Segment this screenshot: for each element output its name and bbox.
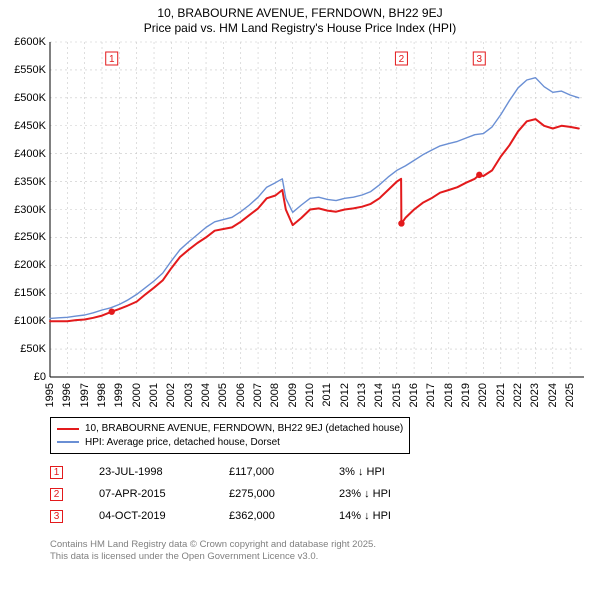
x-tick-label: 2010 [304,383,316,407]
marker-dot-3 [476,172,482,178]
x-tick-label: 2023 [529,383,541,407]
x-tick-label: 2021 [495,383,507,407]
x-tick-label: 2019 [460,383,472,407]
x-tick-label: 2005 [217,383,229,407]
footer-attribution: Contains HM Land Registry data © Crown c… [50,539,376,563]
x-tick-label: 2015 [391,383,403,407]
x-tick-label: 2012 [339,383,351,407]
legend-item: HPI: Average price, detached house, Dors… [57,436,403,450]
x-tick-label: 2013 [356,383,368,407]
marker-table-delta: 14% ↓ HPI [339,510,459,522]
marker-table-row: 3 04-OCT-2019£362,00014% ↓ HPI [50,505,459,527]
x-tick-label: 2018 [443,383,455,407]
y-tick-label: £600K [0,36,46,48]
y-tick-label: £500K [0,92,46,104]
marker-table-row: 1 23-JUL-1998£117,0003% ↓ HPI [50,461,459,483]
marker-badge-label-1: 1 [109,54,115,65]
x-tick-label: 1999 [113,383,125,407]
x-tick-label: 2008 [269,383,281,407]
x-tick-label: 2003 [183,383,195,407]
x-tick-label: 1997 [79,383,91,407]
x-tick-label: 2014 [373,383,385,407]
footer-line1: Contains HM Land Registry data © Crown c… [50,539,376,551]
y-tick-label: £400K [0,148,46,160]
x-tick-label: 2011 [321,383,333,407]
series-price_paid [50,119,579,321]
marker-table-price: £117,000 [229,466,339,478]
marker-table-badge: 3 [50,510,63,523]
marker-dot-2 [398,220,404,226]
marker-dot-1 [109,308,115,314]
legend-label: 10, BRABOURNE AVENUE, FERNDOWN, BH22 9EJ… [85,422,403,436]
marker-table-date: 04-OCT-2019 [99,510,229,522]
x-tick-label: 2000 [131,383,143,407]
legend-item: 10, BRABOURNE AVENUE, FERNDOWN, BH22 9EJ… [57,422,403,436]
marker-table-price: £362,000 [229,510,339,522]
legend-label: HPI: Average price, detached house, Dors… [85,436,280,450]
y-tick-label: £300K [0,204,46,216]
x-tick-label: 2025 [564,383,576,407]
x-tick-label: 2001 [148,383,160,407]
marker-table: 1 23-JUL-1998£117,0003% ↓ HPI 2 07-APR-2015… [50,461,459,527]
y-tick-label: £550K [0,64,46,76]
y-tick-label: £350K [0,176,46,188]
y-tick-label: £200K [0,259,46,271]
x-tick-label: 2002 [165,383,177,407]
marker-table-badge: 1 [50,466,63,479]
y-tick-label: £250K [0,231,46,243]
y-tick-label: £100K [0,315,46,327]
marker-table-badge: 2 [50,488,63,501]
marker-table-delta: 3% ↓ HPI [339,466,459,478]
marker-badge-label-2: 2 [399,54,405,65]
series-hpi [50,78,579,319]
x-tick-label: 2004 [200,383,212,407]
x-tick-label: 1996 [61,383,73,407]
marker-table-date: 23-JUL-1998 [99,466,229,478]
marker-table-price: £275,000 [229,488,339,500]
legend: 10, BRABOURNE AVENUE, FERNDOWN, BH22 9EJ… [50,417,410,454]
legend-swatch [57,428,79,430]
footer-line2: This data is licensed under the Open Gov… [50,551,376,563]
x-tick-label: 2009 [287,383,299,407]
x-tick-label: 2007 [252,383,264,407]
y-tick-label: £50K [0,343,46,355]
marker-badge-label-3: 3 [476,54,482,65]
x-tick-label: 1995 [44,383,56,407]
marker-table-row: 2 07-APR-2015£275,00023% ↓ HPI [50,483,459,505]
x-tick-label: 1998 [96,383,108,407]
marker-table-delta: 23% ↓ HPI [339,488,459,500]
x-tick-label: 2022 [512,383,524,407]
y-tick-label: £150K [0,287,46,299]
y-tick-label: £450K [0,120,46,132]
x-tick-label: 2006 [235,383,247,407]
x-tick-label: 2020 [477,383,489,407]
y-tick-label: £0 [0,371,46,383]
chart-container: 10, BRABOURNE AVENUE, FERNDOWN, BH22 9EJ… [0,0,600,590]
x-tick-label: 2017 [425,383,437,407]
x-tick-label: 2016 [408,383,420,407]
marker-table-date: 07-APR-2015 [99,488,229,500]
legend-swatch [57,441,79,443]
x-tick-label: 2024 [547,383,559,407]
